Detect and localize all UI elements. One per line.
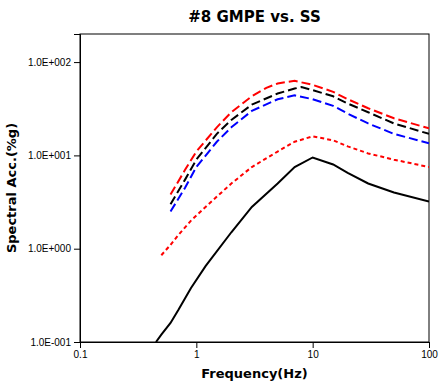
lines: [156, 81, 429, 342]
tick: 1: [194, 342, 200, 360]
chart: 0.1 1 10 100 1.0E-001 1.0E+000 1.0E+001 1.0E+00…: [0, 0, 445, 388]
plot: 0.1 1 10 100 1.0E-001 1.0E+000 1.0E+001 1.0E+00…: [28, 34, 438, 360]
tick-mark: [196, 342, 197, 348]
axis-line: [81, 343, 430, 349]
tick: 1.0E+002: [28, 57, 80, 68]
tick-label: 1.0E+000: [28, 243, 72, 254]
tick: 10: [308, 342, 320, 360]
plot-frame: [80, 34, 429, 342]
tick: 1.0E+001: [28, 150, 80, 161]
tick: 1.0E-001: [30, 337, 80, 348]
tick-label: 1.0E+002: [28, 57, 72, 68]
tick-mark: [313, 342, 314, 348]
tick-label: 1: [194, 349, 200, 360]
tick-label: 1.0E+001: [28, 150, 72, 161]
tick-mark: [74, 249, 80, 250]
tick-mark: [74, 342, 80, 343]
x-axis: 0.1 1 10 100: [74, 342, 439, 360]
tick: 100: [421, 342, 438, 360]
chart-title: #8 GMPE vs. SS: [188, 8, 321, 26]
tick-label: 100: [421, 349, 438, 360]
tick-label: 0.1: [74, 349, 88, 360]
tick-mark: [429, 342, 430, 348]
tick: 0.1: [74, 342, 88, 360]
y-axis: 1.0E-001 1.0E+000 1.0E+001 1.0E+002: [28, 35, 81, 348]
series-line: [171, 81, 429, 195]
series-line: [156, 157, 429, 342]
tick-label: 1.0E-001: [30, 337, 71, 348]
series-line: [171, 95, 429, 211]
tick-mark: [74, 62, 80, 63]
y-axis-title: Spectral Acc.(%g): [4, 123, 19, 253]
axis-line: [74, 35, 81, 343]
x-axis-title: Frequency(Hz): [201, 366, 307, 381]
tick: 1.0E+000: [28, 243, 80, 254]
tick-label: 10: [308, 349, 320, 360]
series-line: [171, 87, 429, 204]
tick-mark: [74, 155, 80, 156]
